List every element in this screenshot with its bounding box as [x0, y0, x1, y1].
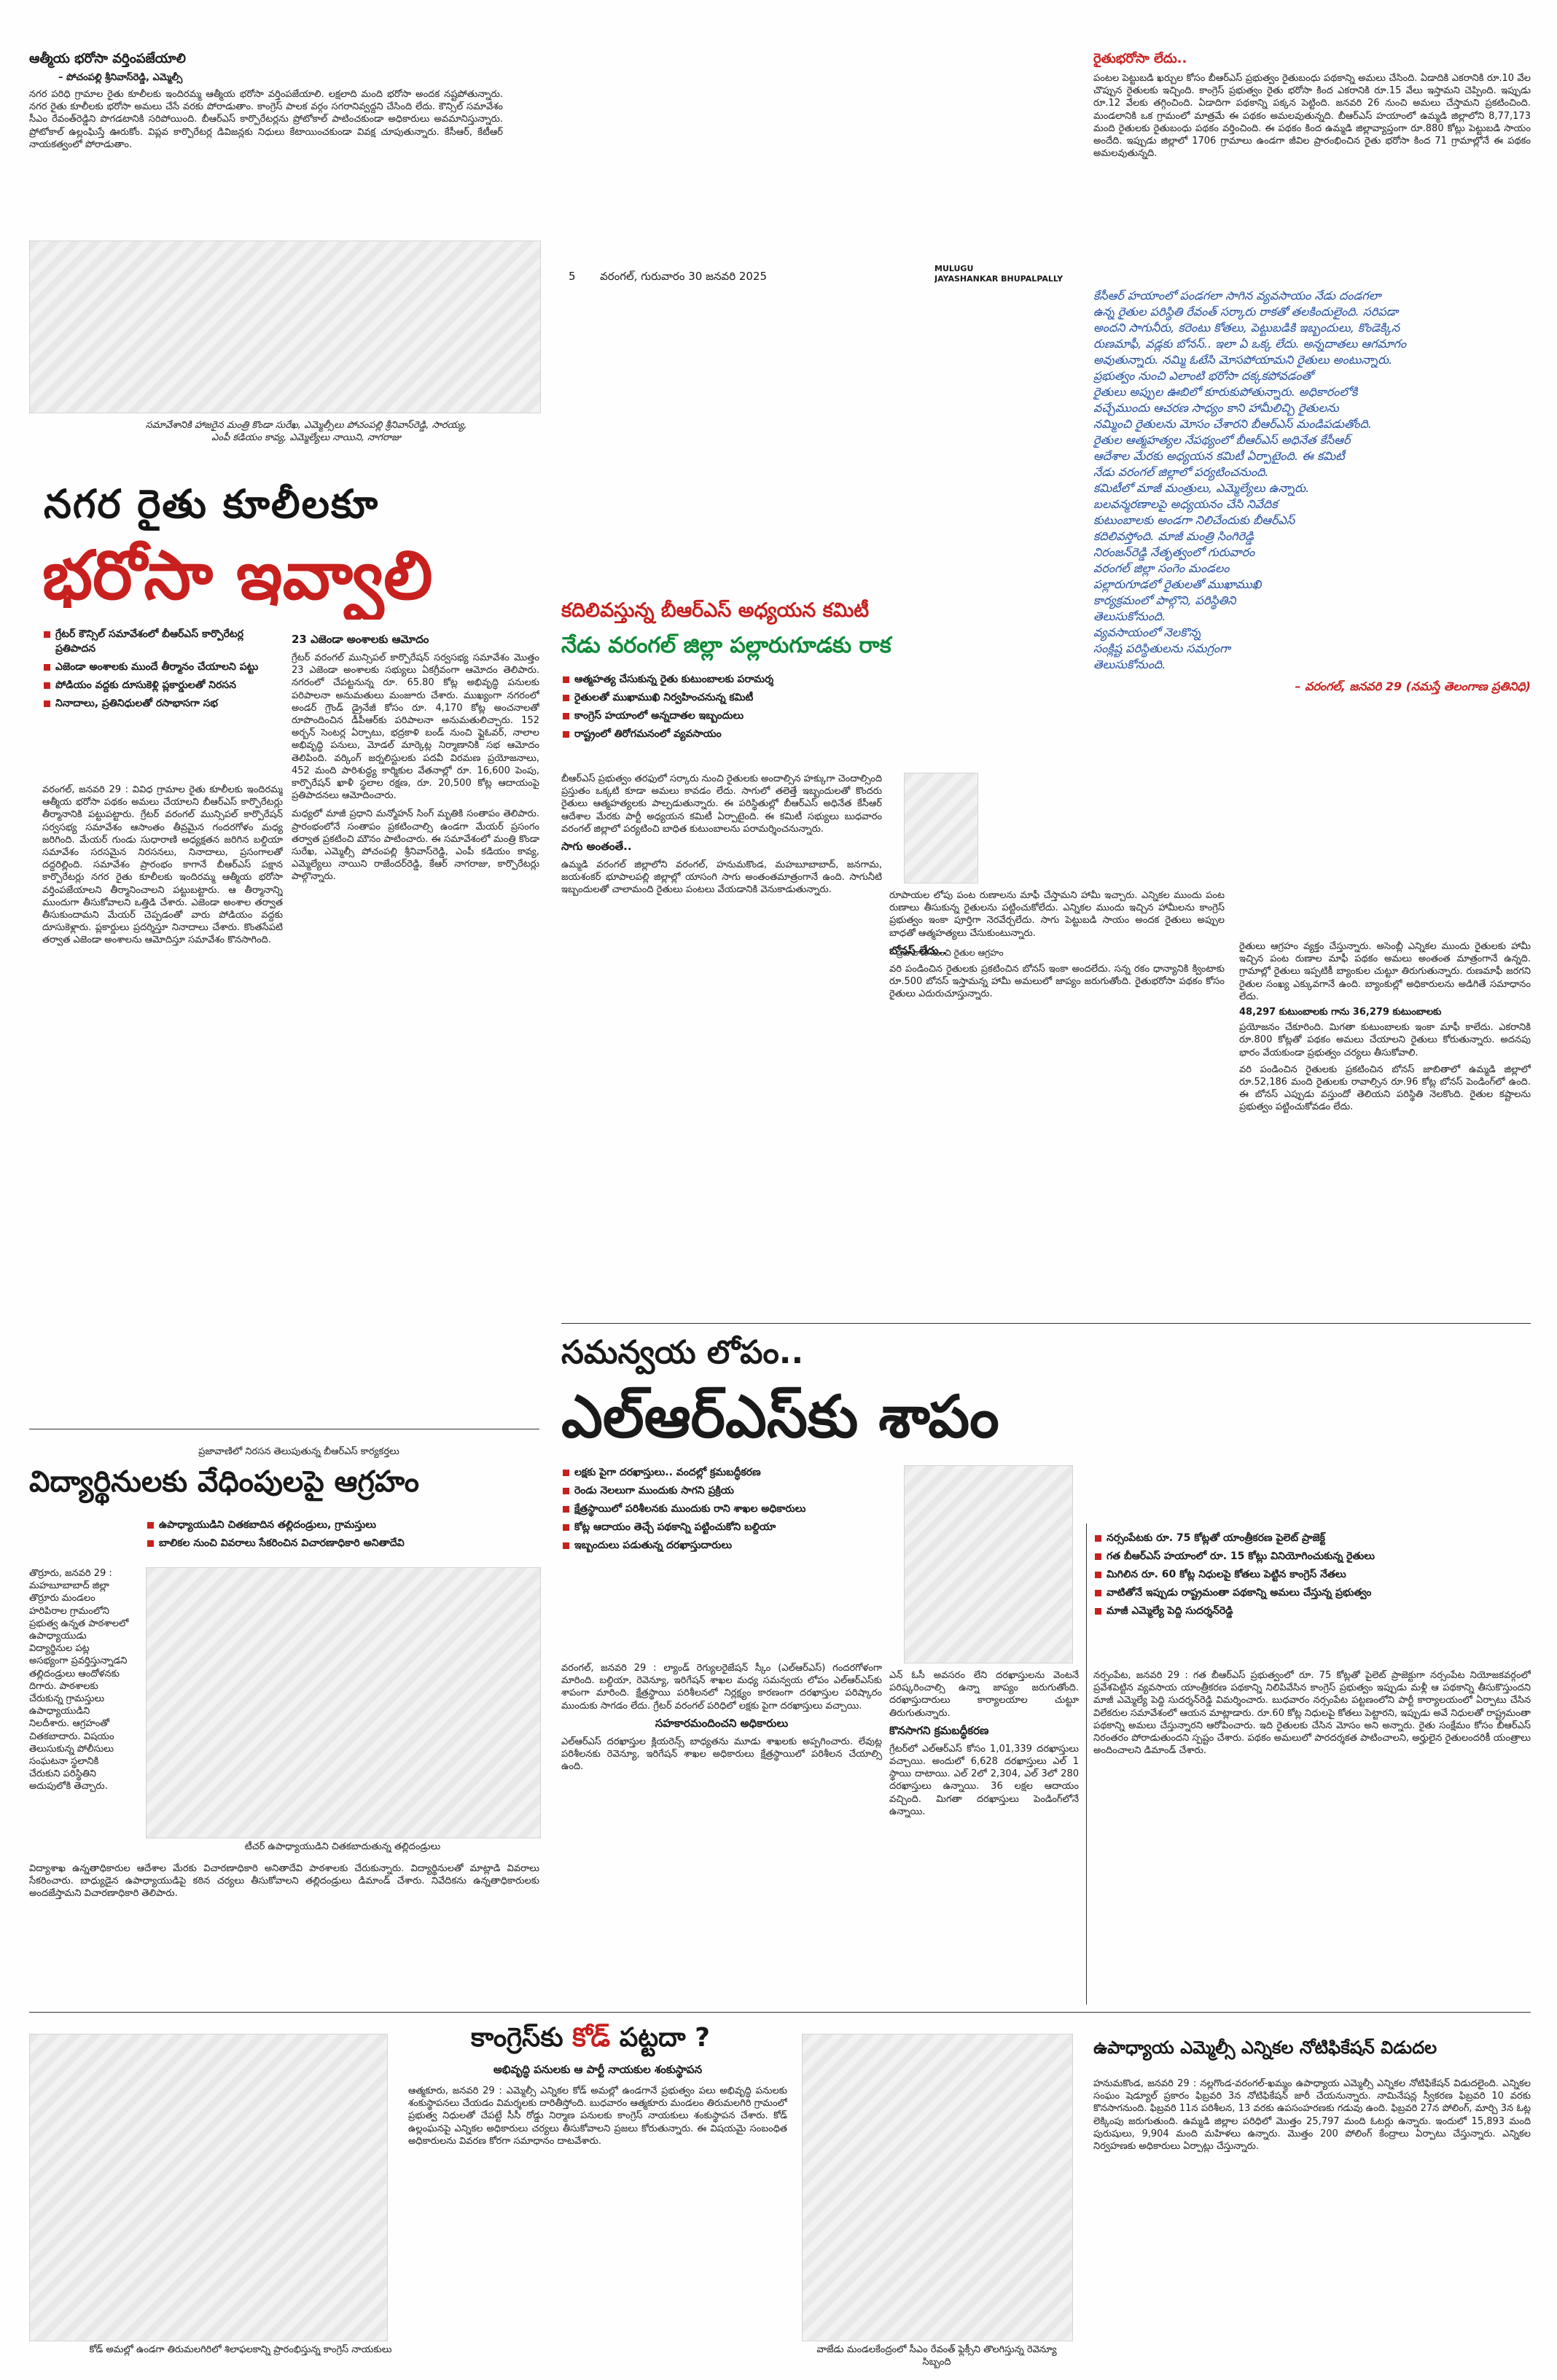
main-bullet: నినాదాలు, ప్రతినిధులతో రసాభాసగా సభ — [42, 696, 283, 711]
main-kicker: నగర రైతు కూలీలకూ — [44, 481, 380, 527]
main-bullet: గ్రేటర్ కౌన్సిల్ సమావేశంలో బీఆర్ఎస్ కార్… — [42, 627, 283, 656]
folio-page: 5 — [569, 270, 576, 283]
lrs-bullet: కోట్ల ఆదాయం తెచ్చే పథకాన్ని పట్టించుకోని… — [561, 1520, 897, 1534]
folio-district: MULUGU JAYASHANKAR BHUPALPALLY — [934, 264, 1064, 284]
students-bullet: బాలికల నుంచి వివరాలు సేకరించిన విచారణాధి… — [146, 1536, 525, 1550]
narsampet-body: నర్సంపేట, జనవరి 29 : గత బీఆర్ఎస్ ప్రభుత్… — [1093, 1670, 1531, 1757]
congress-headline: కాంగ్రెస్‌కు కోడ్ పట్టదా ? — [471, 2023, 710, 2053]
narsampet-bullet: మిగిలిన రూ. 60 కోట్ల నిధులపై కోతలు పెట్ట… — [1093, 1567, 1531, 1582]
committee-headline: కదిలివస్తున్న బీఆర్ఎస్ అధ్యయన కమిటీ — [561, 599, 870, 622]
lrs-col2: ఎన్ ఓసీ అవసరం లేని దరఖాస్తులను వెంటనే పర… — [889, 1670, 1079, 1817]
right-mid-col: రైతులు ఆగ్రహం వ్యక్తం చేస్తున్నారు. అసెం… — [1239, 941, 1531, 1113]
lrs-bullet: ఇబ్బందులు పడుతున్న దరఖాస్తుదారులు — [561, 1538, 897, 1553]
committee-bullet: కాంగ్రెస్ హయాంలో అన్నదాతల ఇబ్బందులు — [561, 709, 969, 723]
students-kicker: ప్రజావాణిలో నిరసన తెలుపుతున్న బీఆర్ఎస్ క… — [198, 1446, 399, 1457]
students-col2: విద్యాశాఖ ఉన్నతాధికారుల ఆదేశాల మేరకు విచ… — [29, 1863, 539, 1900]
committee-col1: బీఆర్ఎస్ ప్రభుత్వం తరఫులో సర్కారు నుంచి … — [561, 773, 882, 896]
committee-photo — [904, 773, 978, 883]
credit-caption: ప్రజావాణి నుంచి రైతుల ఆగ్రహం — [897, 948, 1004, 958]
congress-subhead: అభివృద్ధి పనులకు ఆ పార్టీ నాయకుల శంకుస్థ… — [493, 2063, 703, 2076]
rule — [561, 1323, 1531, 1324]
teacher-notif-headline: ఉపాధ్యాయ ఎమ్మెల్సీ ఎన్నికల నోటిఫికేషన్ వ… — [1093, 2037, 1437, 2058]
lrs-bullets: లక్షకు పైగా దరఖాస్తులు.. వందల్లో క్రమబద్… — [561, 1465, 897, 1655]
committee-subhead: నేడు వరంగల్ జిల్లా పల్లారుగూడకు రాక — [561, 633, 891, 658]
main-bullet: ఎజెండా అంశాలకు ముందే తీర్మానం చేయాలని పట… — [42, 660, 283, 674]
top-photo — [29, 241, 541, 413]
rule — [29, 2012, 1531, 2013]
students-col1: తొర్రూరు, జనవరి 29 : మహబూబాబాద్ జిల్లా త… — [29, 1568, 129, 1792]
lrs-bullet: రెండు నెలలుగా ముందుకు సాగని ప్రక్రియ — [561, 1483, 897, 1498]
committee-bullets: ఆత్మహత్య చేసుకున్న రైతు కుటుంబాలకు పరామర… — [561, 672, 969, 767]
students-bullet: ఉపాధ్యాయుడిని చితకబాదిన తల్లిదండ్రులు, గ… — [146, 1518, 525, 1532]
narsampet-bullet: నర్సంపేటకు రూ. 75 కోట్లతో యాంత్రీకరణ పైల… — [1093, 1531, 1531, 1545]
lrs-kicker: సమన్వయ లోపం.. — [561, 1334, 804, 1371]
narsampet-bullets: నర్సంపేటకు రూ. 75 కోట్లతో యాంత్రీకరణ పైల… — [1093, 1531, 1531, 1662]
committee-col2: రూపాయల లోపు పంట రుణాలను మాఫీ చేస్తామని హ… — [889, 890, 1225, 1000]
right-callout: కేసీఆర్ హయాంలో పండగలా సాగిన వ్యవసాయం నేడ… — [1093, 289, 1531, 693]
students-photo-caption: టీచర్ ఉపాధ్యాయుడిని చితకబాదుతున్న తల్లిద… — [244, 1841, 441, 1852]
students-headline: విద్యార్థినులకు వేధింపులపై ఆగ్రహం — [29, 1465, 420, 1499]
lrs-col1: వరంగల్, జనవరి 29 : ల్యాండ్ రెగ్యులరైజేషన… — [561, 1663, 882, 1773]
congress-body: ఆత్మకూరు, జనవరి 29 : ఎమ్మెల్సీ ఎన్నికల క… — [408, 2086, 787, 2147]
top-photo-caption: సమావేశానికి హాజరైన మంత్రి కొండా సురేఖ, ఎ… — [145, 420, 467, 443]
teacher-notif-body: హనుమకొండ, జనవరి 29 : నల్లగొండ-వరంగల్-ఖమ్… — [1093, 2078, 1531, 2153]
rule — [1086, 1523, 1087, 2005]
narsampet-bullet: గత బీఆర్ఎస్ హయాంలో రూ. 15 కోట్లు వినియోగ… — [1093, 1549, 1531, 1564]
lrs-bullet: క్షేత్రస్థాయిలో పరిశీలనకు ముందుకు రాని శ… — [561, 1502, 897, 1516]
narsampet-bullet: మాజీ ఎమ్మెల్యే పెద్ది సుదర్శన్‌రెడ్డి — [1093, 1604, 1531, 1618]
congress-caption-left: కోడ్ అమల్లో ఉండగా తిరుమలగిరిలో శిలాఫలకాన… — [89, 2344, 392, 2355]
main-col1: వరంగల్, జనవరి 29 : వివిధ గ్రామాల రైతు కూ… — [42, 784, 283, 946]
top-left-byline: – పోచంపల్లి శ్రీనివాస్‌రెడ్డి, ఎమ్మెల్సీ — [58, 72, 183, 83]
folio-dateline: వరంగల్, గురువారం 30 జనవరి 2025 — [600, 270, 768, 283]
main-headline: భరోసా ఇవ్వాలి — [42, 539, 433, 614]
congress-photo-left — [29, 2034, 388, 2341]
narsampet-bullet: వాటితోనే ఇప్పుడు రాష్ట్రమంతా పథకాన్ని అమ… — [1093, 1585, 1531, 1600]
congress-photo-right — [802, 2034, 1073, 2341]
main-bullet: పోడియం వద్దకు దూసుకెళ్లి ప్లకార్డులతో ని… — [42, 678, 283, 692]
lrs-bullet: లక్షకు పైగా దరఖాస్తులు.. వందల్లో క్రమబద్… — [561, 1465, 897, 1480]
folio: 5 వరంగల్, గురువారం 30 జనవరి 2025 — [569, 270, 1123, 299]
committee-bullet: ఆత్మహత్య చేసుకున్న రైతు కుటుంబాలకు పరామర… — [561, 672, 969, 687]
students-photo — [146, 1567, 541, 1838]
right-top-article: రైతుభరోసా లేదు.. పంటల పెట్టుబడి ఖర్చుల క… — [1093, 51, 1531, 160]
top-left-article: ఆత్మీయ భరోసా వర్తింపజేయాలి – పోచంపల్లి శ… — [29, 51, 503, 226]
congress-caption-right: వాజేడు మండలకేంద్రంలో సీఎం రేవంత్ ఫ్లెక్స… — [816, 2344, 1057, 2368]
committee-bullet: రాష్ట్రంలో తిరోగమనంలో వ్యవసాయం — [561, 727, 969, 741]
lrs-headline: ఎల్ఆర్ఎస్‌కు శాపం — [561, 1384, 999, 1451]
top-left-headline: ఆత్మీయ భరోసా వర్తింపజేయాలి — [29, 51, 186, 66]
main-bullets: గ్రేటర్ కౌన్సిల్ సమావేశంలో బీఆర్ఎస్ కార్… — [42, 627, 283, 787]
top-left-body: నగర పరిధి గ్రామాల రైతు కూలీలకు ఇందిరమ్మ … — [29, 89, 503, 150]
main-col2: 23 ఎజెండా అంశాలకు ఆమోదం గ్రేటర్ వరంగల్ మ… — [292, 633, 539, 883]
students-bullets: ఉపాధ్యాయుడిని చితకబాదిన తల్లిదండ్రులు, గ… — [146, 1518, 525, 1561]
lrs-photo — [904, 1465, 1073, 1663]
committee-bullet: రైతులతో ముఖాముఖి నిర్వహించనున్న కమిటీ — [561, 690, 969, 705]
